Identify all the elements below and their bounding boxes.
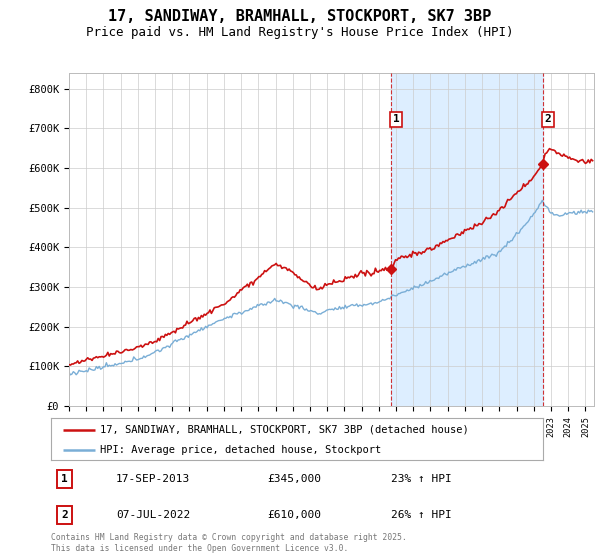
Text: 07-JUL-2022: 07-JUL-2022: [116, 510, 190, 520]
Bar: [391, 73, 543, 406]
Text: 26% ↑ HPI: 26% ↑ HPI: [391, 510, 452, 520]
Text: 1: 1: [393, 114, 400, 124]
Text: 17, SANDIWAY, BRAMHALL, STOCKPORT, SK7 3BP (detached house): 17, SANDIWAY, BRAMHALL, STOCKPORT, SK7 3…: [100, 424, 469, 435]
Text: 2: 2: [544, 114, 551, 124]
Text: £610,000: £610,000: [267, 510, 321, 520]
Text: Contains HM Land Registry data © Crown copyright and database right 2025.
This d: Contains HM Land Registry data © Crown c…: [51, 533, 407, 553]
Text: 17, SANDIWAY, BRAMHALL, STOCKPORT, SK7 3BP: 17, SANDIWAY, BRAMHALL, STOCKPORT, SK7 3…: [109, 9, 491, 24]
Text: 1: 1: [61, 474, 68, 484]
Text: 2: 2: [61, 510, 68, 520]
Text: 17-SEP-2013: 17-SEP-2013: [116, 474, 190, 484]
Text: £345,000: £345,000: [267, 474, 321, 484]
Text: 23% ↑ HPI: 23% ↑ HPI: [391, 474, 452, 484]
Text: HPI: Average price, detached house, Stockport: HPI: Average price, detached house, Stoc…: [100, 445, 382, 455]
Text: Price paid vs. HM Land Registry's House Price Index (HPI): Price paid vs. HM Land Registry's House …: [86, 26, 514, 39]
